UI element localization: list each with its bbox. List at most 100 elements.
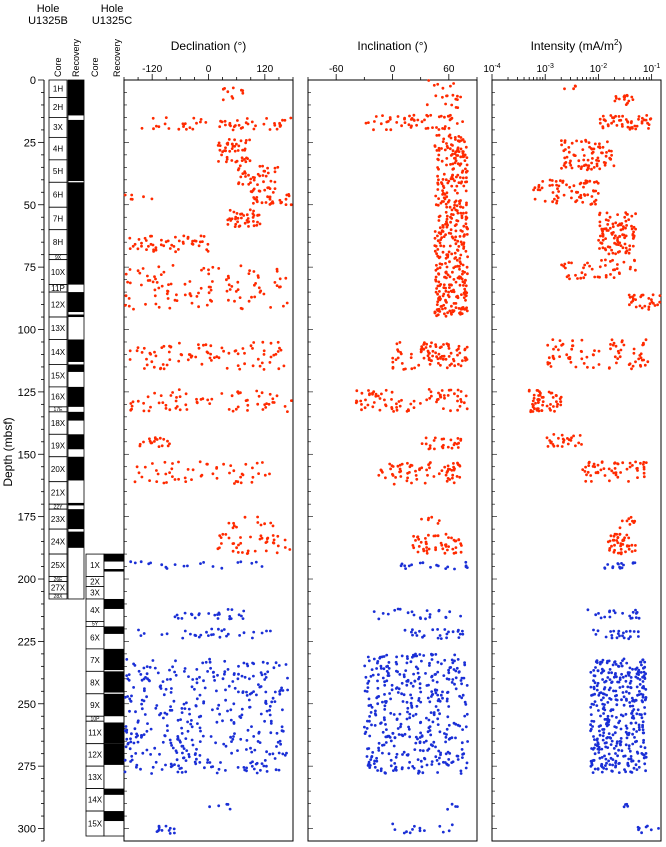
data-point	[164, 407, 168, 410]
data-point	[454, 97, 458, 101]
data-point	[252, 178, 256, 182]
data-point	[278, 198, 282, 202]
data-point	[623, 536, 626, 540]
data-point	[415, 704, 419, 708]
data-point	[623, 236, 626, 240]
data-point	[642, 475, 646, 479]
hole-c-recovery-interval	[104, 554, 124, 562]
data-point	[360, 403, 363, 406]
data-point	[438, 712, 441, 716]
data-point	[385, 669, 389, 673]
data-point	[593, 752, 597, 756]
data-point	[385, 728, 388, 731]
data-point	[400, 462, 404, 466]
data-point	[434, 548, 437, 552]
data-point	[624, 226, 627, 230]
data-point	[606, 701, 610, 704]
data-point	[171, 462, 174, 465]
data-point	[610, 231, 614, 235]
data-point	[616, 462, 620, 466]
data-point	[647, 308, 651, 311]
data-point	[536, 401, 540, 404]
data-point	[440, 437, 444, 441]
data-point	[541, 403, 544, 407]
data-point	[459, 679, 463, 682]
data-point	[582, 158, 586, 162]
data-point	[162, 270, 166, 274]
declination-title: Declination (°)	[171, 39, 247, 53]
data-point	[400, 562, 404, 566]
data-point	[140, 678, 144, 682]
data-point	[536, 407, 539, 411]
data-point	[191, 468, 195, 472]
data-point	[567, 150, 571, 154]
data-point	[612, 534, 616, 538]
data-point	[634, 305, 638, 309]
data-point	[247, 225, 250, 228]
data-point	[383, 704, 387, 708]
data-point	[436, 308, 440, 311]
hole-b-core-label: 10X	[51, 268, 66, 277]
data-point	[370, 723, 373, 727]
data-point	[447, 347, 451, 350]
data-point	[128, 236, 132, 240]
data-point	[453, 257, 457, 260]
data-point	[629, 635, 632, 639]
data-point	[123, 758, 127, 762]
data-point	[185, 408, 189, 411]
data-point	[641, 116, 644, 120]
data-point	[430, 515, 434, 519]
data-point	[197, 635, 201, 639]
data-point	[601, 151, 604, 155]
data-point	[168, 358, 172, 361]
data-point	[618, 272, 621, 275]
data-point	[445, 195, 449, 199]
data-point	[439, 244, 443, 248]
data-point	[610, 671, 613, 675]
data-point	[255, 223, 259, 227]
data-point	[437, 280, 441, 284]
data-point	[461, 176, 465, 180]
data-point	[432, 713, 436, 717]
data-point	[458, 257, 462, 260]
data-point	[593, 674, 597, 678]
data-point	[436, 357, 440, 361]
data-point	[275, 551, 279, 555]
data-point	[436, 670, 440, 674]
data-point	[156, 829, 160, 833]
data-point	[460, 696, 464, 700]
data-point	[439, 357, 442, 360]
data-point	[150, 772, 154, 775]
data-point	[454, 551, 458, 555]
data-point	[284, 663, 288, 666]
data-point	[442, 196, 446, 200]
data-point	[643, 746, 647, 750]
data-point	[274, 352, 278, 356]
data-point	[239, 536, 242, 539]
data-point	[410, 464, 414, 467]
data-point	[405, 717, 409, 721]
data-point	[464, 167, 467, 171]
data-point	[268, 195, 272, 199]
data-point	[449, 351, 453, 355]
data-point	[611, 763, 614, 767]
data-point	[238, 634, 242, 637]
data-point	[564, 266, 567, 270]
data-point	[464, 211, 468, 215]
data-point	[629, 679, 633, 683]
data-point	[606, 676, 610, 679]
data-point	[603, 741, 607, 745]
data-point	[251, 636, 254, 640]
data-point	[236, 119, 239, 122]
data-point	[616, 475, 620, 479]
data-point	[649, 828, 653, 832]
data-point	[632, 521, 636, 524]
data-point	[261, 408, 265, 411]
data-point	[257, 286, 261, 290]
data-point	[145, 357, 148, 361]
data-point	[168, 738, 172, 742]
data-point	[384, 388, 388, 392]
data-point	[626, 761, 630, 765]
data-point	[413, 824, 416, 828]
data-point	[602, 161, 606, 164]
